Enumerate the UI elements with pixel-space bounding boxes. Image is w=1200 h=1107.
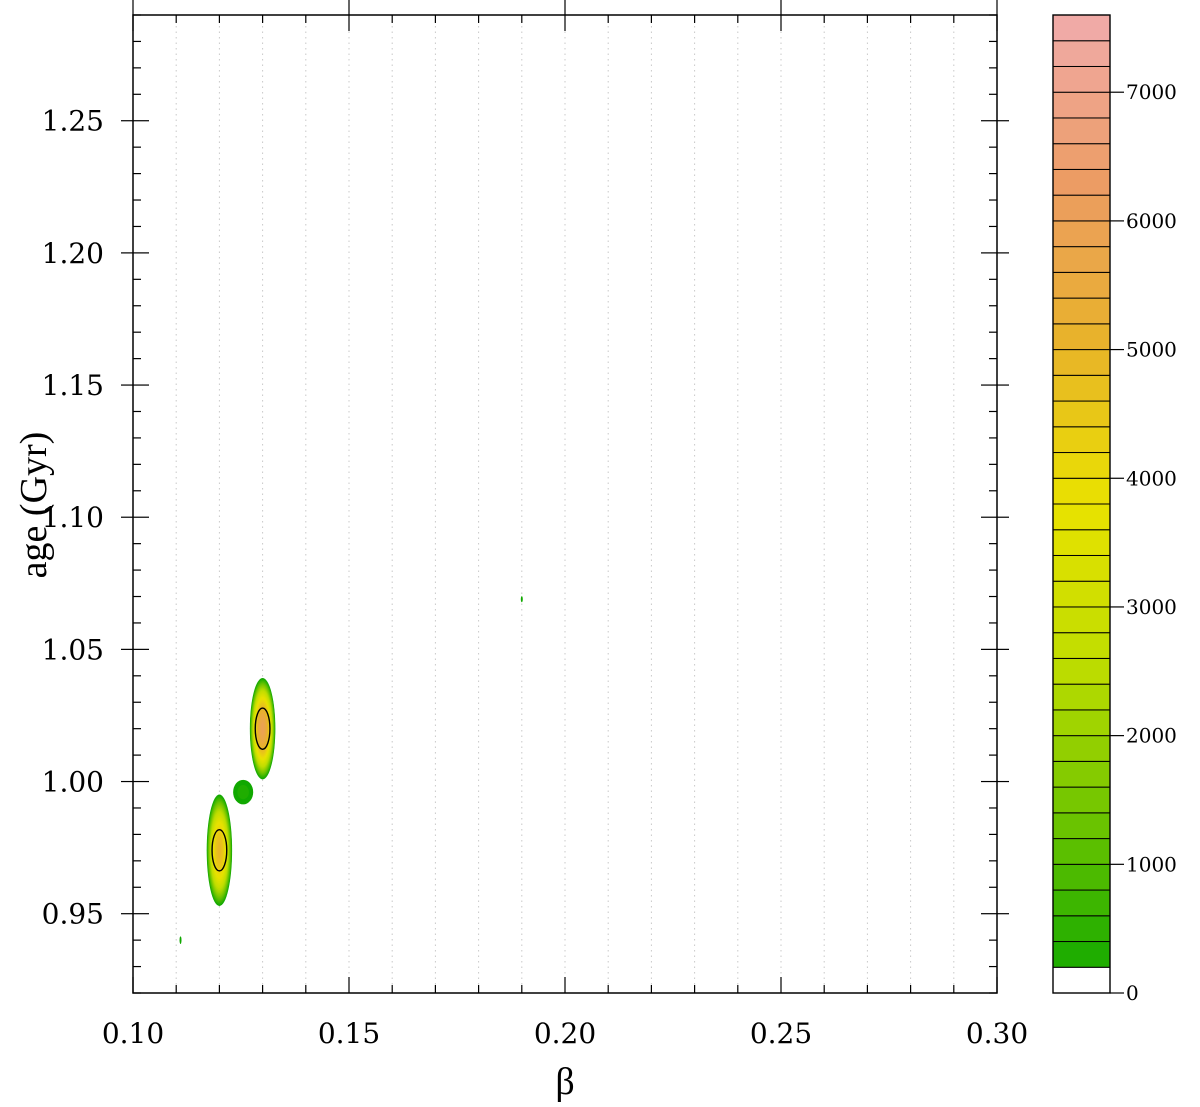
colorbar-band bbox=[1052, 426, 1111, 454]
colorbar-band bbox=[1052, 915, 1111, 943]
y-tick-label: 1.00 bbox=[42, 766, 104, 799]
colorbar-band bbox=[1052, 117, 1111, 145]
x-tick-label: 0.20 bbox=[534, 1017, 596, 1050]
colorbar-band bbox=[1052, 400, 1111, 428]
colorbar-tick-label: 1000 bbox=[1126, 852, 1177, 876]
density-level bbox=[237, 785, 249, 800]
colorbar-band bbox=[1052, 452, 1111, 479]
colorbar-band bbox=[1052, 529, 1111, 556]
density-peak bbox=[520, 596, 523, 603]
colorbar-band bbox=[1052, 760, 1111, 788]
grid bbox=[175, 15, 955, 993]
colorbar-tick-label: 5000 bbox=[1126, 338, 1177, 362]
colorbar-band bbox=[1052, 194, 1111, 222]
colorbar-band bbox=[1052, 477, 1111, 505]
y-tick-label: 1.05 bbox=[42, 633, 104, 666]
axes: 0.10 0.15 0.20 0.25 0.30 0.95 1.00 1.05 1.10 1.15… bbox=[42, 0, 1028, 1050]
colorbar-band bbox=[1052, 683, 1111, 711]
y-tick-label: 1.20 bbox=[42, 237, 104, 270]
density-level bbox=[217, 842, 222, 859]
colorbar: 0 1000 2000 3000 4000 5000 6000 7000 bbox=[1052, 14, 1177, 1005]
contour-line bbox=[211, 828, 228, 872]
colorbar-band bbox=[1052, 838, 1111, 865]
colorbar-band bbox=[1052, 323, 1111, 351]
colorbar-band bbox=[1052, 91, 1111, 119]
density-peak bbox=[249, 677, 276, 780]
colorbar-band bbox=[1052, 632, 1111, 659]
density-peak bbox=[179, 936, 182, 944]
colorbar-band bbox=[1052, 297, 1111, 325]
contour-lines bbox=[211, 707, 271, 872]
colorbar-band bbox=[1052, 374, 1111, 402]
colorbar-band bbox=[1052, 709, 1111, 737]
colorbar-band bbox=[1052, 271, 1111, 299]
colorbar-band bbox=[1052, 220, 1111, 248]
x-tick-label: 0.15 bbox=[318, 1017, 380, 1050]
colorbar-band bbox=[1052, 812, 1111, 840]
colorbar-tick-label: 3000 bbox=[1126, 595, 1177, 619]
colorbar-band bbox=[1052, 786, 1111, 814]
density-level bbox=[260, 722, 265, 736]
y-tick-label: 1.15 bbox=[42, 369, 104, 402]
colorbar-band bbox=[1052, 580, 1111, 608]
x-axis-title: β bbox=[555, 1061, 574, 1103]
colorbar-tick-label: 6000 bbox=[1126, 209, 1177, 233]
colorbar-band bbox=[1052, 657, 1111, 685]
colorbar-band bbox=[1052, 65, 1111, 93]
colorbar-frame bbox=[1052, 14, 1111, 994]
colorbar-tick-label: 2000 bbox=[1126, 724, 1177, 748]
colorbar-band bbox=[1052, 14, 1111, 42]
colorbar-band bbox=[1052, 735, 1111, 762]
y-tick-label: 1.25 bbox=[42, 105, 104, 138]
colorbar-band bbox=[1052, 246, 1111, 273]
density-peak bbox=[206, 794, 233, 906]
colorbar-band bbox=[1052, 606, 1111, 634]
x-tick-label: 0.30 bbox=[966, 1017, 1028, 1050]
x-tick-label: 0.25 bbox=[750, 1017, 812, 1050]
colorbar-band bbox=[1052, 143, 1111, 170]
colorbar-band bbox=[1052, 889, 1111, 917]
colorbar-band bbox=[1052, 554, 1111, 582]
density-peak bbox=[233, 779, 254, 805]
colorbar-tick-label: 7000 bbox=[1126, 80, 1177, 104]
colorbar-band bbox=[1052, 349, 1111, 376]
colorbar-band bbox=[1052, 863, 1111, 891]
y-tick-label: 1.10 bbox=[42, 501, 104, 534]
colorbar-band bbox=[1052, 941, 1111, 968]
colorbar-band bbox=[1052, 40, 1111, 67]
colorbar-band bbox=[1052, 168, 1111, 196]
colorbar-band bbox=[1052, 503, 1111, 531]
colorbar-tick-label: 4000 bbox=[1126, 466, 1177, 490]
density-level bbox=[520, 596, 523, 603]
y-tick-label: 0.95 bbox=[42, 898, 104, 931]
colorbar-tick-label: 0 bbox=[1126, 981, 1139, 1005]
colorbar-band bbox=[1052, 966, 1111, 994]
x-tick-label: 0.10 bbox=[102, 1017, 164, 1050]
contour-line bbox=[254, 707, 271, 750]
y-axis-title: age (Gyr) bbox=[13, 432, 55, 579]
density-level bbox=[179, 936, 182, 944]
